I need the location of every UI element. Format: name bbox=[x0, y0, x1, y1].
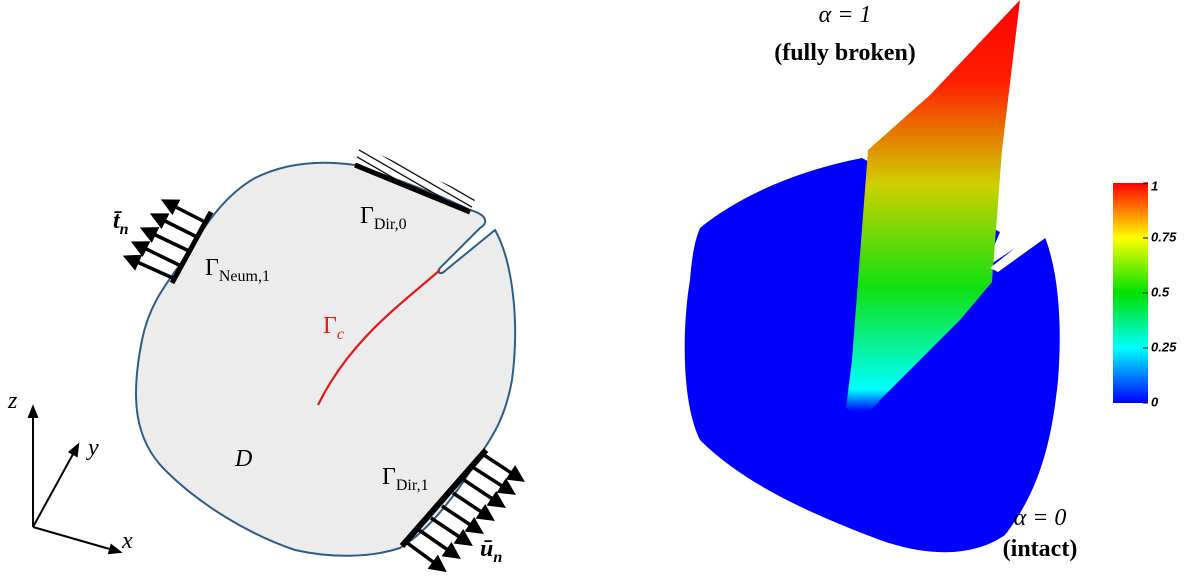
bottom-label: α = 0 bbox=[1014, 505, 1067, 531]
axis-label-y: y bbox=[86, 435, 99, 461]
colorbar-tick-label: 1 bbox=[1151, 178, 1158, 193]
colorbar-tick-label: 0 bbox=[1151, 394, 1159, 409]
colorbar-tick-label: 0.25 bbox=[1151, 339, 1177, 354]
traction-label: t̄n bbox=[113, 208, 129, 238]
figure: t̄n ΓNeum,1 ΓDir,0 Γc D ΓDir,1 ūn z y x … bbox=[0, 0, 1190, 581]
colorbar: 0 0.25 0.5 0.75 1 bbox=[1113, 178, 1177, 409]
coordinate-axes bbox=[33, 407, 120, 552]
displacement-label: ūn bbox=[480, 536, 502, 566]
colorbar-tick-label: 0.75 bbox=[1151, 229, 1177, 244]
bottom-note: (intact) bbox=[1003, 536, 1078, 562]
damage-plot: α = 1 (fully broken) α = 0 (intact) 0 0.2… bbox=[685, 0, 1177, 562]
axis-label-z: z bbox=[7, 388, 18, 414]
domain-sketch: t̄n ΓNeum,1 ΓDir,0 Γc D ΓDir,1 ūn z y x bbox=[7, 146, 522, 570]
top-label: α = 1 bbox=[819, 2, 872, 28]
domain-label: D bbox=[234, 446, 252, 472]
colorbar-tick-label: 0.5 bbox=[1151, 284, 1170, 299]
axis-label-x: x bbox=[121, 528, 133, 554]
colorbar-gradient bbox=[1113, 183, 1148, 403]
top-note: (fully broken) bbox=[774, 40, 916, 66]
